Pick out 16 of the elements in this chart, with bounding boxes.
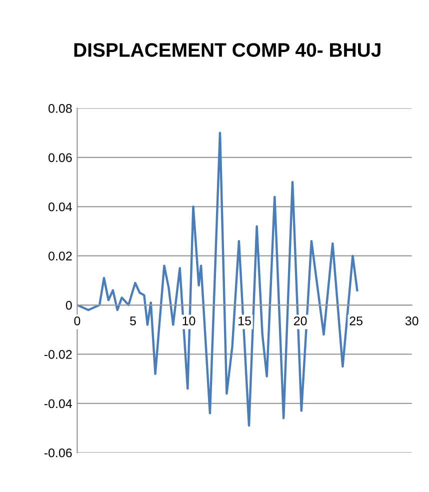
y-tick-label: -0.06 (44, 448, 72, 458)
x-tick-label: 25 (350, 316, 362, 326)
x-tick-label: 15 (238, 316, 251, 326)
y-tick-label: -0.02 (44, 350, 72, 359)
x-tick-label: 10 (182, 316, 196, 326)
x-tick-label: 30 (405, 316, 418, 326)
y-tick-label: 0.08 (48, 104, 72, 113)
y-tick-label: 0.06 (48, 153, 72, 162)
chart-title: DISPLACEMENT COMP 40- BHUJ (74, 43, 380, 57)
x-tick-label: 0 (74, 316, 80, 326)
y-tick-label: 0 (66, 300, 72, 310)
y-tick-label: 0.02 (48, 252, 72, 260)
x-tick-label: 5 (130, 316, 136, 326)
x-tick-label: 20 (294, 316, 307, 326)
y-tick-label: -0.04 (44, 399, 72, 408)
y-tick-label: 0.04 (48, 202, 72, 212)
